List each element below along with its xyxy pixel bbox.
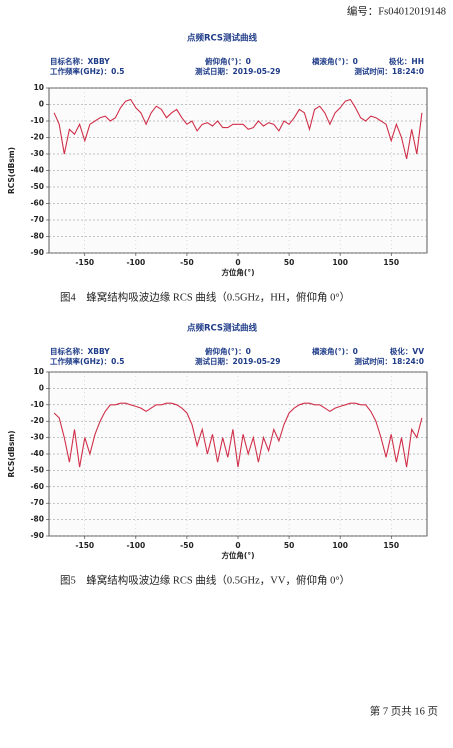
y-tick-label: -90 (30, 531, 44, 540)
y-tick-label: 10 (34, 83, 44, 92)
caption: 图5 蜂窝结构吸波边缘 RCS 曲线（0.5GHz，VV，俯仰角 0°） (60, 573, 350, 586)
x-tick-label: 100 (332, 258, 348, 267)
y-axis-label: RCS(dBsm) (7, 430, 16, 477)
caption: 图4 蜂窝结构吸波边缘 RCS 曲线（0.5GHz，HH，俯仰角 0°） (60, 290, 350, 303)
y-tick-label: -30 (30, 149, 44, 158)
y-tick-label: -50 (30, 465, 44, 474)
y-tick-label: -80 (30, 515, 44, 524)
y-tick-label: -10 (30, 116, 44, 125)
x-tick-label: 150 (383, 258, 399, 267)
y-tick-label: -40 (30, 449, 44, 458)
x-axis-label: 方位角(°) (221, 267, 254, 277)
info-text: 工作频率(GHz)：0.5 (50, 356, 124, 366)
x-tick-label: -100 (126, 541, 145, 550)
x-tick-label: 0 (235, 541, 240, 550)
doc-code: 编号：Fs04012019148 (347, 4, 446, 17)
y-tick-label: -50 (30, 182, 44, 191)
x-tick-label: 150 (383, 541, 399, 550)
info-text: 横滚角(°)：0 (312, 346, 358, 356)
y-tick-label: -60 (30, 199, 44, 208)
info-text: 极化：HH (389, 56, 424, 66)
x-tick-label: 100 (332, 541, 348, 550)
chart-title: 点频RCS测试曲线 (187, 33, 258, 44)
info-text: 极化：VV (390, 346, 424, 356)
info-text: 目标名称：XBBY (50, 346, 110, 356)
x-tick-label: -50 (180, 258, 194, 267)
info-text: 测试日期：2019-05-29 (195, 356, 280, 366)
info-text: 测试日期：2019-05-29 (195, 66, 280, 76)
x-tick-label: 50 (284, 541, 294, 550)
x-tick-label: -100 (126, 258, 145, 267)
info-text: 测试时间：18:24:0 (354, 356, 424, 366)
y-tick-label: -20 (30, 133, 44, 142)
y-tick-label: -20 (30, 416, 44, 425)
y-tick-label: -80 (30, 232, 44, 241)
y-tick-label: 0 (39, 100, 44, 109)
y-tick-label: -60 (30, 482, 44, 491)
page-number: 第 7 页共 16 页 (370, 704, 438, 717)
chart-title: 点频RCS测试曲线 (187, 323, 258, 334)
x-tick-label: -150 (75, 541, 94, 550)
y-tick-label: 0 (39, 383, 44, 392)
rcs-curve (53, 402, 423, 468)
info-text: 工作频率(GHz)：0.5 (50, 66, 124, 76)
y-tick-label: -70 (30, 498, 44, 507)
info-text: 横滚角(°)：0 (312, 56, 358, 66)
info-text: 测试时间：18:24:0 (354, 66, 424, 76)
info-text: 俯仰角(°)：0 (205, 346, 251, 356)
x-tick-label: 0 (235, 258, 240, 267)
x-tick-label: -150 (75, 258, 94, 267)
x-tick-label: -50 (180, 541, 194, 550)
y-tick-label: -10 (30, 400, 44, 409)
x-tick-label: 50 (284, 258, 294, 267)
info-text: 俯仰角(°)：0 (205, 56, 251, 66)
y-axis-label: RCS(dBsm) (7, 147, 16, 194)
x-axis-label: 方位角(°) (221, 550, 254, 560)
y-tick-label: 10 (34, 367, 44, 376)
y-tick-label: -30 (30, 433, 44, 442)
info-text: 目标名称：XBBY (50, 56, 110, 66)
rcs-curve (53, 98, 423, 160)
y-tick-label: -90 (30, 248, 44, 257)
y-tick-label: -40 (30, 166, 44, 175)
y-tick-label: -70 (30, 215, 44, 224)
